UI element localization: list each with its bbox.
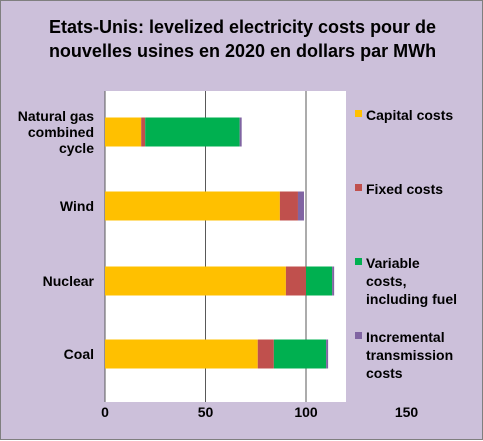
legend-swatch-2 [355,258,362,265]
category-label: Nuclear [43,273,95,289]
bar-segment-2-3 [332,266,335,296]
bar-segment-2-0 [105,266,286,296]
category-label: Coal [64,346,94,362]
legend-label: including fuel [366,291,457,307]
legend-swatch-3 [355,332,362,339]
category-label: combined [28,124,94,140]
chart-title-line-2: nouvelles usines en 2020 en dollars par … [48,41,437,61]
bar-segment-0-1 [141,117,146,147]
bar-segment-0-0 [105,117,142,147]
legend-label: transmission [366,347,453,363]
legend-label: costs, [366,273,406,289]
legend-label: costs [366,365,403,381]
x-tick-label: 0 [101,404,109,420]
legend-swatch-1 [355,184,362,191]
bar-segment-3-0 [105,339,258,369]
bar-segment-3-3 [326,339,329,369]
x-tick-labels: 0 50 100 150 [101,404,418,420]
category-label: Natural gas [18,108,94,124]
chart-title-line-1: Etats-Unis: levelized electricity costs … [48,17,437,37]
bar-segment-1-3 [297,191,304,221]
legend-label: Variable [366,255,420,271]
bar-segment-1-1 [279,191,298,221]
x-tick-label: 150 [395,404,419,420]
bar-segment-3-2 [273,339,327,369]
legend-swatch-0 [355,110,362,117]
category-label: Wind [60,198,94,214]
bar-segment-0-2 [145,117,240,147]
bar-segment-3-1 [257,339,274,369]
x-tick-label: 100 [294,404,318,420]
bar-segment-2-1 [285,266,306,296]
x-tick-label: 50 [198,404,214,420]
bar-segment-1-0 [105,191,280,221]
category-label: cycle [59,140,94,156]
legend-label: Incremental [366,329,445,345]
legend-label: Capital costs [366,107,453,123]
bar-segment-2-2 [306,266,333,296]
legend: Capital costs Fixed costs Variable costs, in… [355,107,457,381]
bar-segment-0-3 [239,117,242,147]
legend-label: Fixed costs [366,181,443,197]
bars [105,117,335,369]
chart-title: Etats-Unis: levelized electricity costs … [1,15,483,63]
